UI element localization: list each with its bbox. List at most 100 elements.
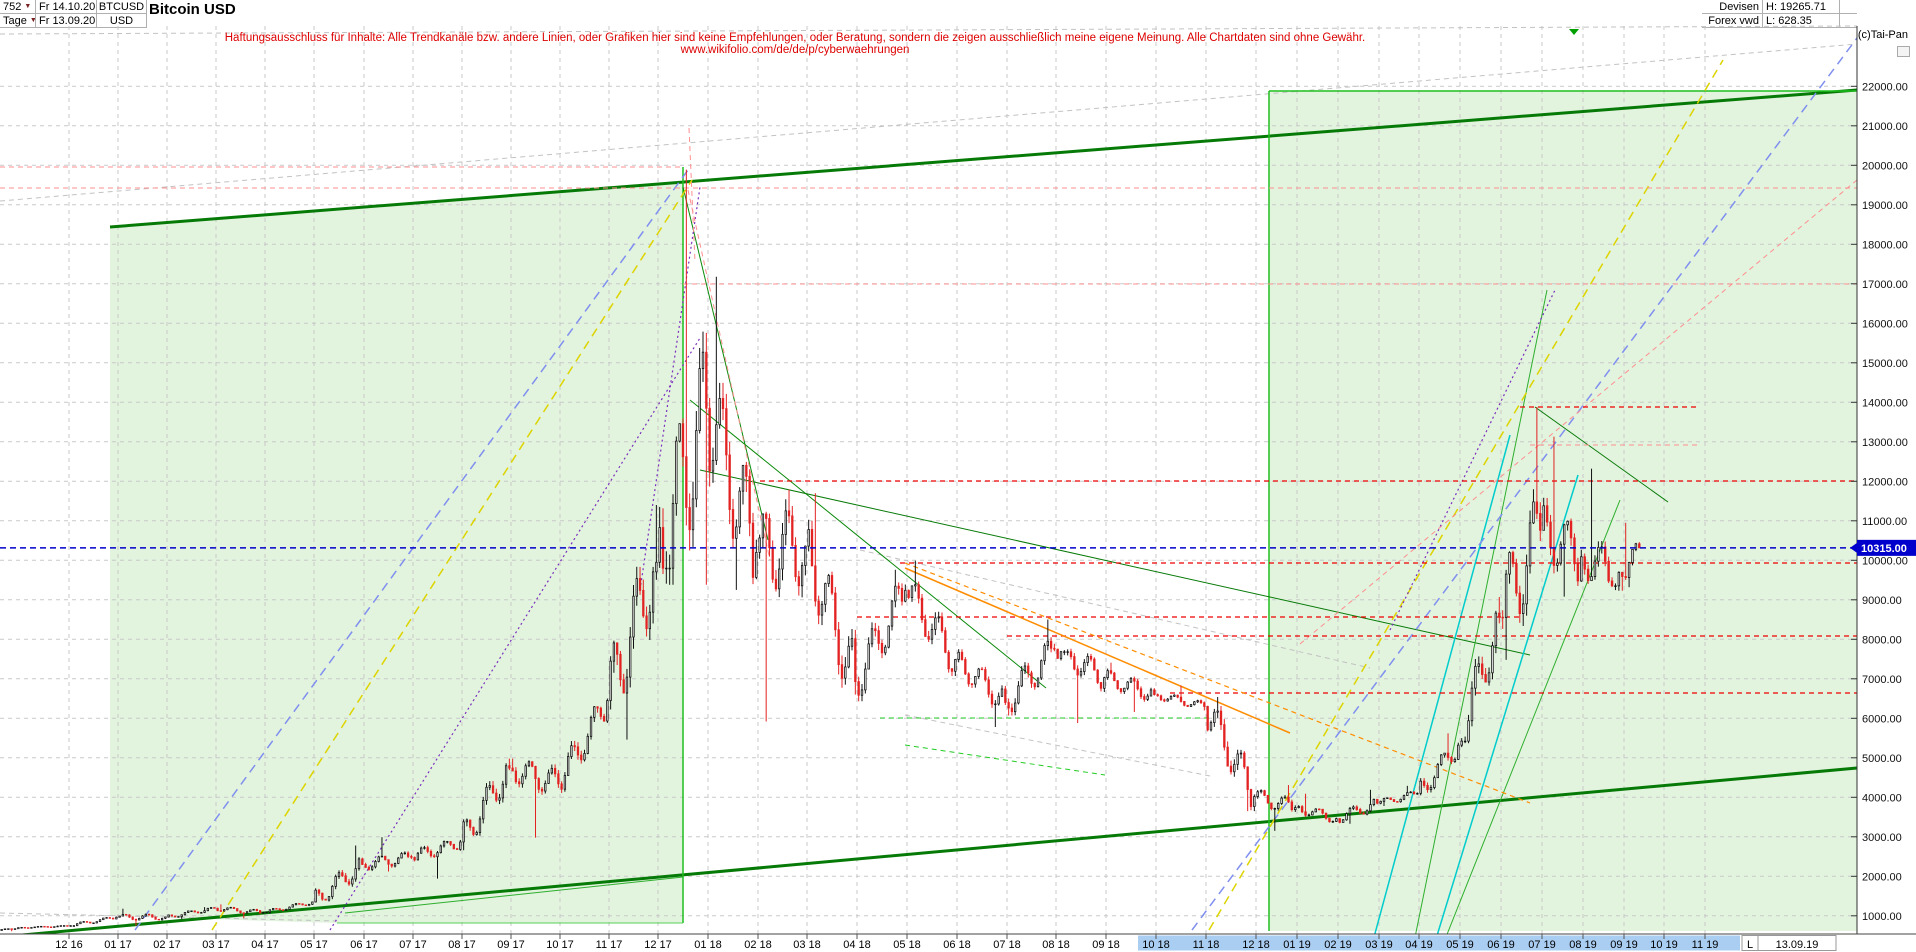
trendline[interactable] [1191, 37, 1858, 931]
candle-body [1179, 696, 1183, 702]
candle-body [708, 407, 711, 472]
y-axis-label: 20000.00 [1862, 160, 1908, 172]
y-axis-label: 12000.00 [1862, 476, 1908, 488]
trendline[interactable] [688, 127, 696, 263]
candle-body [291, 904, 294, 908]
candle-body [423, 847, 426, 849]
candle-body [950, 668, 954, 672]
candle-body [1450, 757, 1453, 763]
candle-body [384, 855, 387, 861]
trendline[interactable] [1411, 289, 1548, 952]
chevron-down-icon: ▼ [30, 17, 35, 24]
candle-body [1631, 548, 1634, 563]
trendline[interactable] [0, 43, 1858, 202]
candle-body [837, 629, 840, 666]
date-from-field[interactable]: Fr 14.10.2016 [36, 0, 97, 14]
candle-body [1518, 592, 1521, 614]
collapse-icon[interactable] [1897, 46, 1910, 57]
candle-body [586, 735, 589, 754]
x-axis-label: 02 17 [153, 939, 181, 951]
candle-body [957, 651, 960, 660]
candle-body [1119, 688, 1123, 692]
candle-body [304, 904, 307, 906]
candle-body [625, 676, 629, 694]
candle-body [1199, 700, 1203, 704]
trendline[interactable] [699, 469, 1531, 656]
trendline[interactable] [1208, 59, 1724, 931]
candle-body [748, 475, 751, 524]
trendline[interactable] [134, 169, 689, 931]
trendline[interactable] [689, 399, 1047, 689]
candle-body [531, 761, 534, 767]
candle-body [1163, 699, 1166, 702]
candle-body [85, 921, 89, 923]
candle-body [1156, 694, 1159, 697]
x-axis-label: 10 19 [1650, 939, 1678, 951]
trendline[interactable] [344, 876, 684, 914]
candle-body [501, 783, 504, 799]
candle-body [718, 398, 721, 426]
trendline[interactable] [1534, 406, 1669, 503]
timeframe-dropdown[interactable]: Tage ▼ [0, 14, 36, 28]
candle-body [40, 925, 43, 928]
candle-body [847, 645, 850, 668]
trendline[interactable] [687, 189, 771, 561]
trendline[interactable] [0, 766, 1858, 939]
trendline[interactable] [904, 714, 1211, 777]
trendline[interactable] [0, 25, 1858, 35]
y-axis-label: 14000.00 [1862, 397, 1908, 409]
candle-body [791, 515, 794, 546]
candle-body [854, 638, 857, 682]
trendline[interactable] [329, 337, 701, 931]
candle-body [917, 584, 920, 599]
candle-body [374, 861, 377, 868]
candle-body [1341, 819, 1345, 823]
candle-body [154, 916, 157, 920]
trendline[interactable] [682, 186, 769, 541]
candle-body [738, 490, 741, 528]
trendline[interactable] [0, 912, 338, 922]
trendline[interactable] [1299, 179, 1858, 645]
trendline[interactable] [1439, 499, 1621, 952]
candle-body [433, 855, 436, 858]
candle-body [200, 912, 203, 914]
trendline[interactable] [859, 549, 1371, 669]
trendline[interactable] [904, 562, 1531, 804]
trendline[interactable] [109, 88, 1858, 229]
candle-body [491, 785, 495, 794]
trendline[interactable] [211, 179, 693, 931]
candle-body [567, 756, 570, 776]
symbol-value: BTCUSD [98, 0, 145, 13]
candle-body [10, 928, 13, 930]
timeframe-value: Tage [3, 14, 27, 27]
candle-body [167, 914, 170, 918]
candle-body [705, 351, 708, 409]
candle-body [900, 587, 904, 602]
candle-body [599, 707, 602, 717]
candle-body [249, 909, 252, 913]
x-axis-label: 03 17 [202, 939, 230, 951]
candle-body [121, 914, 125, 917]
candle-body [990, 693, 994, 705]
date-to-field[interactable]: Fr 13.09.2019 [36, 14, 97, 28]
candle-body [183, 912, 187, 916]
candle-body [570, 745, 573, 757]
period-dropdown[interactable]: 752 ▼ [0, 0, 36, 14]
candle-body [1000, 688, 1004, 697]
candle-body [1010, 707, 1014, 713]
candle-body [583, 752, 586, 761]
candle-body [1203, 702, 1206, 707]
trendline[interactable] [904, 744, 1106, 776]
candle-body [406, 852, 410, 857]
candle-body [387, 859, 390, 865]
candle-body [778, 568, 781, 590]
candle-body [239, 910, 242, 914]
candle-body [602, 716, 606, 722]
trendline[interactable] [904, 567, 1291, 734]
candle-body [141, 915, 144, 919]
candle-body [550, 767, 553, 774]
candle-body [331, 885, 334, 898]
candle-body [1290, 801, 1294, 811]
low-value: L: 628.35 [1766, 14, 1812, 27]
